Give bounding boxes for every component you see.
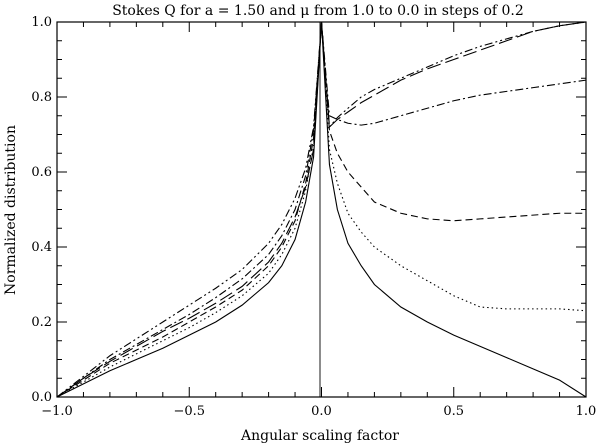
x-tick-label: 1.0 [576,404,597,419]
x-tick-label: 0.5 [443,404,464,419]
series-dash-dot [56,21,587,398]
x-tick-label: −0.5 [173,404,205,419]
y-tick-label: 0.8 [31,90,52,105]
y-tick-label: 1.0 [31,15,52,30]
plot-frame [56,21,587,398]
series-dash-dot-dot [56,21,587,398]
series-long-dash [56,21,587,398]
series-dotted [56,21,587,398]
y-tick-label: 0.0 [31,390,52,405]
y-tick-label: 0.2 [31,315,52,330]
x-tick-label: −1.0 [41,404,73,419]
ticks [56,21,587,398]
x-tick-label: 0.0 [311,404,332,419]
x-axis-label: Angular scaling factor [240,428,399,444]
chart-title: Stokes Q for a = 1.50 and μ from 1.0 to … [112,3,524,19]
y-axis-label: Normalized distribution [3,125,19,295]
series-group [56,21,587,398]
y-tick-label: 0.6 [31,165,52,180]
series-solid [56,21,587,398]
y-tick-label: 0.4 [31,240,52,255]
series-dashed [56,21,586,398]
tick-labels: −1.0 −0.5 0.0 0.5 1.0 0.0 0.2 0.4 0.6 0.8 1.0 [31,15,596,419]
